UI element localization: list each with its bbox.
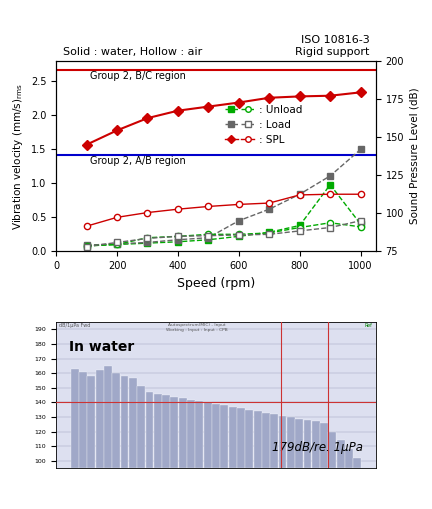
Bar [179,398,187,468]
Bar [304,420,311,468]
Text: dB/1μPa Fwd: dB/1μPa Fwd [59,323,91,328]
Bar [104,366,112,468]
Bar [220,405,228,468]
Bar [204,403,212,468]
Bar [279,416,286,468]
Bar [146,392,153,468]
Bar [270,414,278,468]
Text: In water: In water [69,340,134,354]
Bar [171,397,178,468]
Bar [187,400,195,468]
Bar [71,369,79,468]
Bar [137,386,145,468]
Bar [195,401,203,468]
Bar [129,378,137,468]
Bar [295,418,303,468]
Bar [112,373,120,468]
Bar [262,413,270,468]
Legend: : Unload, : Load, : SPL: : Unload, : Load, : SPL [221,100,306,149]
Bar [121,376,128,468]
Bar [312,421,320,468]
Text: Group 2, A/B region: Group 2, A/B region [90,156,185,165]
Bar [328,432,337,468]
Bar [254,411,261,468]
Bar [87,376,95,468]
Bar [237,408,245,468]
Text: Ref: Ref [365,323,373,328]
Bar [345,449,353,468]
Text: Autospectrum(MIC) - Input
Working : Input : Input : CPB: Autospectrum(MIC) - Input Working : Inpu… [166,323,228,332]
Bar [95,370,104,468]
Bar [154,393,162,468]
X-axis label: Speed (rpm): Speed (rpm) [177,276,255,290]
Y-axis label: Sound Pressure Level (dB): Sound Pressure Level (dB) [410,88,420,224]
Text: ISO 10816-3
Rigid support: ISO 10816-3 Rigid support [295,35,369,58]
Y-axis label: Vibration velocity (mm/s)$_{\mathrm{rms}}$: Vibration velocity (mm/s)$_{\mathrm{rms}… [11,82,25,230]
Bar [320,423,328,468]
Text: 179dB/re. 1μPa: 179dB/re. 1μPa [272,441,363,454]
Bar [337,440,345,468]
Bar [212,404,220,468]
Bar [229,407,237,468]
Bar [245,410,253,468]
Text: Group 2, B/C region: Group 2, B/C region [90,71,185,81]
Text: Solid : water, Hollow : air: Solid : water, Hollow : air [63,47,202,58]
Bar [287,417,295,468]
Bar [79,372,87,468]
Bar [353,458,361,468]
Bar [162,395,170,468]
